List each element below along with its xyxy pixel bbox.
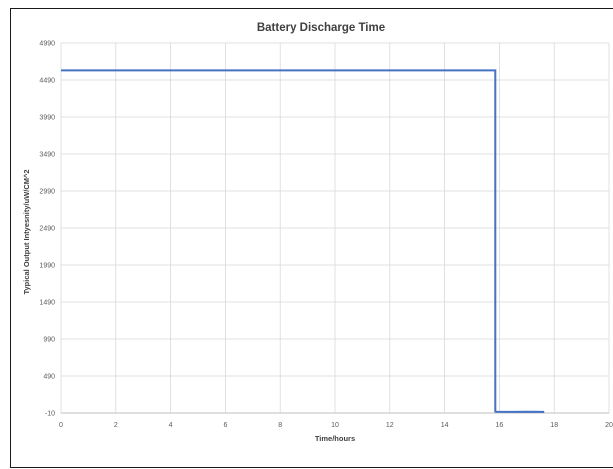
y-tick-label: -10 <box>45 411 55 418</box>
x-tick-label: 14 <box>441 422 449 429</box>
x-tick-label: 16 <box>496 422 504 429</box>
y-tick-label: 1990 <box>39 263 55 270</box>
y-axis-label: Typical Output Intyesnity/uW/CM^2 <box>22 169 31 294</box>
gridlines <box>60 42 610 414</box>
x-tick-label: 6 <box>223 422 227 429</box>
y-tick-label: 990 <box>43 337 55 344</box>
y-tick-label: 4490 <box>39 78 55 85</box>
x-tick-label: 18 <box>550 422 558 429</box>
y-tick-label: 4990 <box>39 41 55 48</box>
chart-title: Battery Discharge Time <box>257 22 385 34</box>
x-axis-ticks: 0 2 4 6 8 10 12 14 16 18 20 <box>59 422 613 429</box>
chart-area: Battery Discharge Time -10 490 990 1490 1990… <box>10 8 613 468</box>
y-tick-label: 490 <box>43 374 55 381</box>
series-layer <box>61 69 545 413</box>
y-tick-label: 1490 <box>39 300 55 307</box>
x-tick-label: 12 <box>386 422 394 429</box>
y-tick-label: 2490 <box>39 226 55 233</box>
x-tick-label: 0 <box>59 422 63 429</box>
x-tick-label: 20 <box>605 422 613 429</box>
y-tick-label: 3490 <box>39 152 55 159</box>
x-tick-label: 2 <box>114 422 118 429</box>
x-tick-label: 4 <box>169 422 173 429</box>
line-chart: Battery Discharge Time -10 490 990 1490 1990… <box>22 22 613 443</box>
x-axis-label: Time/hours <box>315 434 355 443</box>
series-line-0 <box>61 69 545 413</box>
y-tick-label: 2990 <box>39 189 55 196</box>
y-axis-ticks: -10 490 990 1490 1990 2490 2990 3490 3990 4490 499… <box>39 41 55 418</box>
y-tick-label: 3990 <box>39 115 55 122</box>
x-tick-label: 8 <box>278 422 282 429</box>
x-tick-label: 10 <box>331 422 339 429</box>
